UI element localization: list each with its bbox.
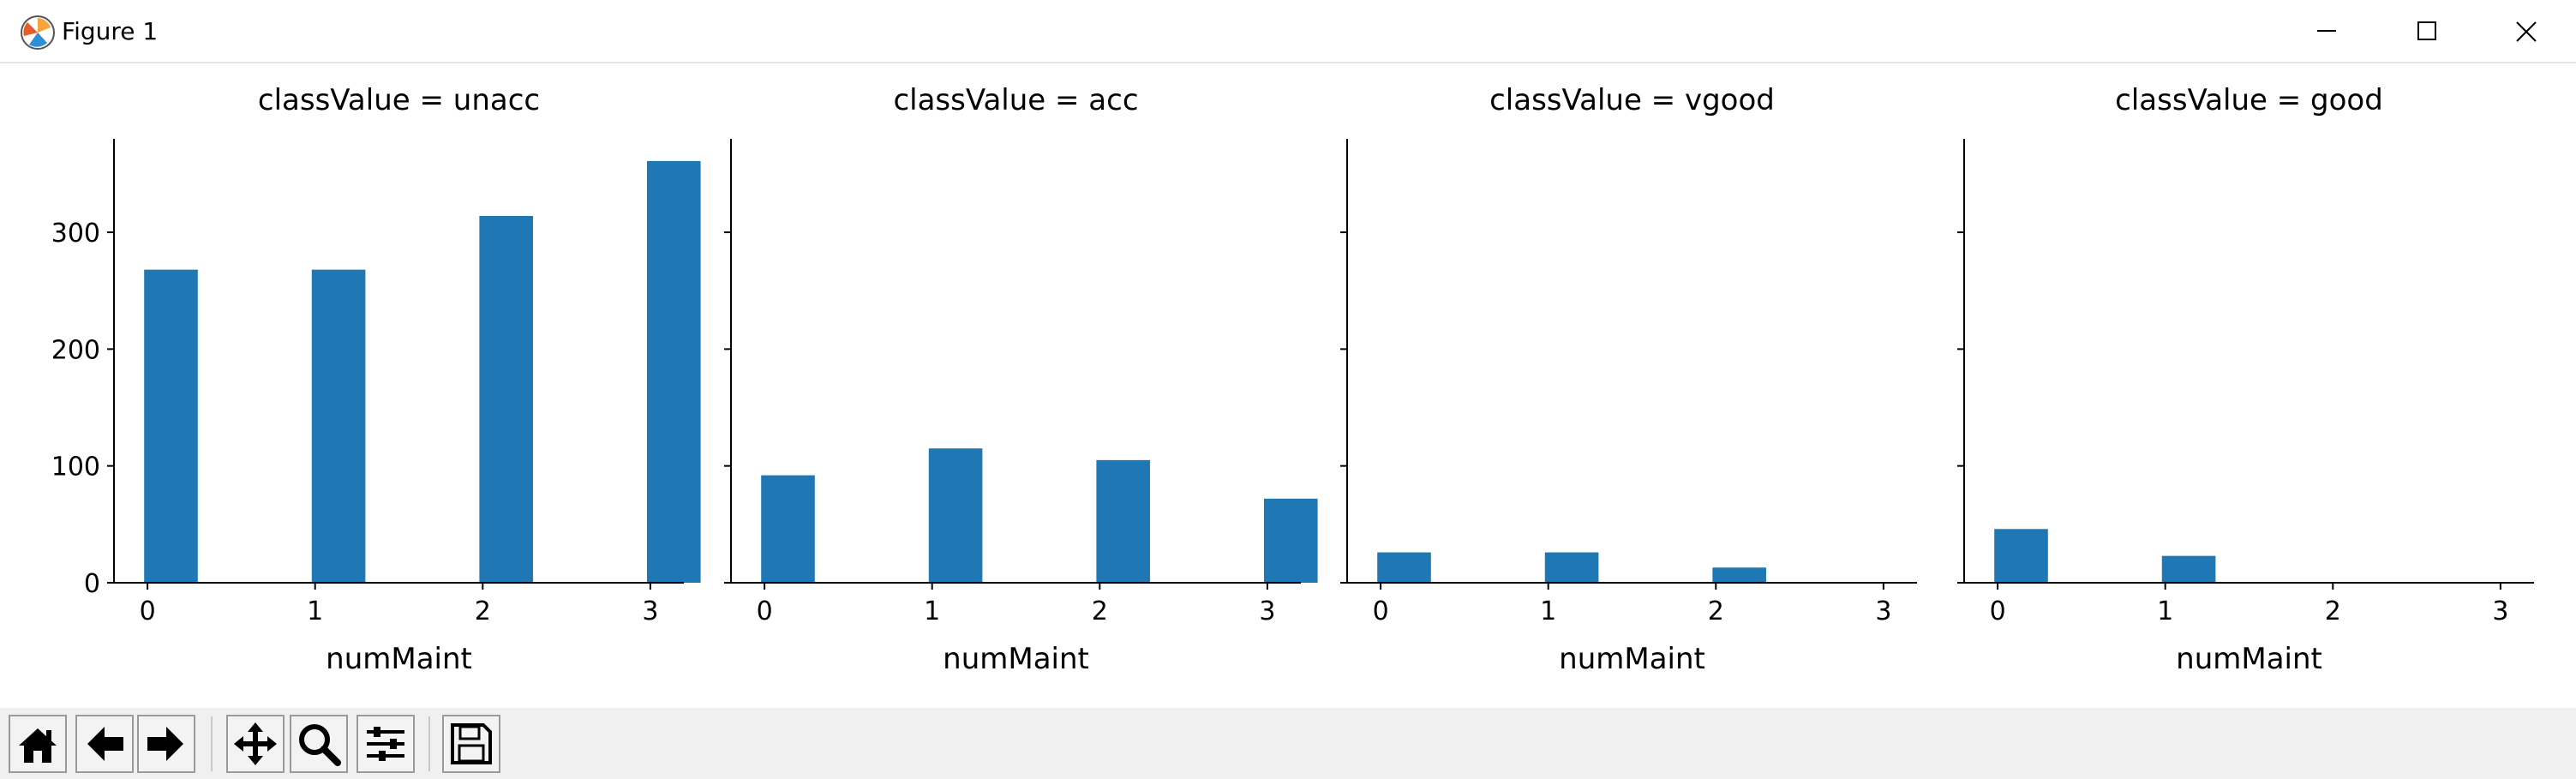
- maximize-button[interactable]: [2376, 0, 2477, 62]
- toolbar-separator: [428, 716, 430, 771]
- zoom-icon: [299, 724, 341, 766]
- x-tick-label: 3: [1259, 596, 1275, 626]
- forward-button[interactable]: [137, 715, 195, 773]
- zoom-button[interactable]: [290, 715, 348, 773]
- close-icon: [2516, 21, 2537, 42]
- x-tick-label: 2: [475, 596, 491, 626]
- save-button[interactable]: [442, 715, 500, 773]
- minimize-icon: [2317, 30, 2336, 32]
- x-tick-label: 1: [307, 596, 323, 626]
- bar: [144, 269, 198, 583]
- save-icon: [451, 723, 492, 764]
- x-tick-label: 3: [2492, 596, 2508, 626]
- move-icon: [234, 722, 277, 765]
- subplot-title: classValue = vgood: [1489, 83, 1775, 117]
- subplot-title: classValue = acc: [893, 83, 1138, 117]
- y-tick-label: 100: [51, 452, 100, 482]
- bar: [2161, 555, 2216, 583]
- bar: [928, 448, 983, 583]
- toolbar-separator: [211, 716, 213, 771]
- bar: [761, 475, 815, 583]
- matplotlib-icon: [21, 15, 55, 50]
- bar: [1712, 567, 1766, 583]
- bar: [646, 160, 701, 583]
- x-tick-label: 1: [924, 596, 940, 626]
- pan-button[interactable]: [226, 715, 285, 773]
- bar: [1544, 552, 1599, 583]
- minimize-button[interactable]: [2275, 0, 2376, 62]
- x-tick-label: 0: [1990, 596, 2006, 626]
- navigation-toolbar: [0, 708, 2576, 779]
- x-tick-label: 2: [1092, 596, 1108, 626]
- x-tick-label: 2: [2325, 596, 2341, 626]
- home-icon: [19, 728, 57, 763]
- bar: [479, 215, 533, 583]
- maximize-icon: [2417, 21, 2436, 40]
- x-tick-label: 3: [1875, 596, 1891, 626]
- y-tick-label: 200: [51, 335, 100, 365]
- bar: [1096, 459, 1150, 583]
- subplots-button[interactable]: [356, 715, 415, 773]
- x-tick-label: 2: [1708, 596, 1724, 626]
- x-axis-label: numMaint: [326, 642, 472, 676]
- subplot-title: classValue = good: [2115, 83, 2383, 117]
- x-axis-label: numMaint: [1559, 642, 1705, 676]
- sliders-icon: [367, 727, 404, 761]
- arrow-left-icon: [87, 727, 123, 761]
- bar: [311, 269, 366, 583]
- x-tick-label: 1: [1540, 596, 1556, 626]
- x-tick-label: 3: [642, 596, 658, 626]
- window-title: Figure 1: [62, 17, 159, 45]
- x-axis-label: numMaint: [2176, 642, 2322, 676]
- y-tick-label: 300: [51, 219, 100, 249]
- arrow-right-icon: [147, 727, 183, 761]
- x-tick-label: 0: [757, 596, 773, 626]
- y-tick-label: 0: [84, 569, 100, 599]
- x-tick-label: 1: [2157, 596, 2173, 626]
- x-tick-label: 0: [140, 596, 156, 626]
- bar: [1263, 498, 1318, 583]
- home-button[interactable]: [9, 715, 67, 773]
- back-button[interactable]: [75, 715, 134, 773]
- x-tick-label: 0: [1373, 596, 1389, 626]
- subplot-title: classValue = unacc: [258, 83, 540, 117]
- x-axis-label: numMaint: [943, 642, 1089, 676]
- window-titlebar: Figure 1: [0, 0, 2576, 63]
- bar: [1377, 552, 1431, 583]
- close-button[interactable]: [2475, 0, 2576, 62]
- bar: [1994, 529, 2048, 583]
